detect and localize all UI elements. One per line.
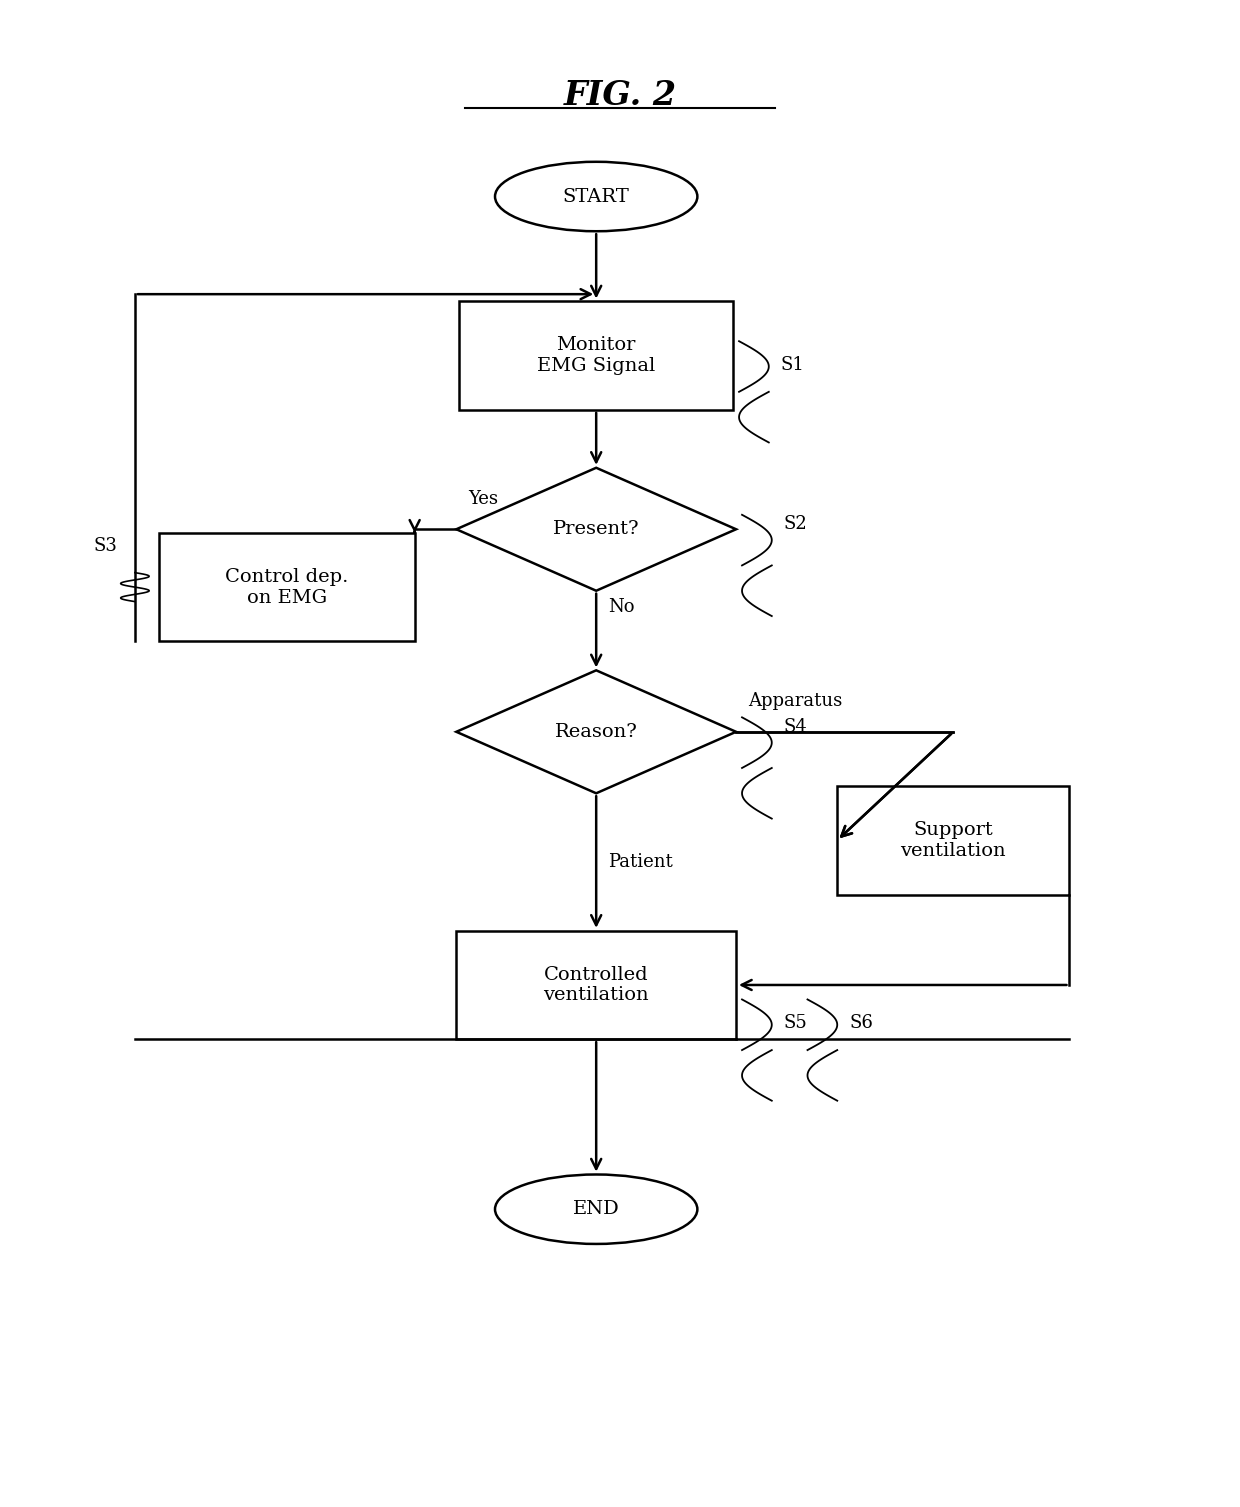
Text: Patient: Patient: [608, 853, 673, 871]
Text: Control dep.
on EMG: Control dep. on EMG: [224, 568, 348, 606]
Text: Controlled
ventilation: Controlled ventilation: [543, 966, 649, 1004]
Bar: [456, 931, 737, 1040]
Bar: [459, 301, 733, 410]
Text: Reason?: Reason?: [554, 723, 637, 741]
Text: Yes: Yes: [469, 490, 498, 508]
Text: S3: S3: [93, 536, 117, 555]
Text: FIG. 2: FIG. 2: [563, 78, 677, 112]
Text: S1: S1: [781, 356, 805, 374]
Bar: [837, 787, 1069, 895]
Text: No: No: [608, 598, 635, 616]
Text: S4: S4: [784, 717, 807, 735]
Text: Present?: Present?: [553, 520, 640, 538]
Text: END: END: [573, 1200, 620, 1218]
Text: Apparatus: Apparatus: [748, 692, 842, 710]
Text: S2: S2: [784, 515, 807, 533]
Text: Monitor
EMG Signal: Monitor EMG Signal: [537, 336, 655, 375]
Text: S6: S6: [849, 1014, 873, 1032]
Text: S5: S5: [784, 1014, 807, 1032]
Text: Support
ventilation: Support ventilation: [900, 821, 1006, 859]
Bar: [159, 533, 414, 642]
Text: START: START: [563, 187, 630, 205]
